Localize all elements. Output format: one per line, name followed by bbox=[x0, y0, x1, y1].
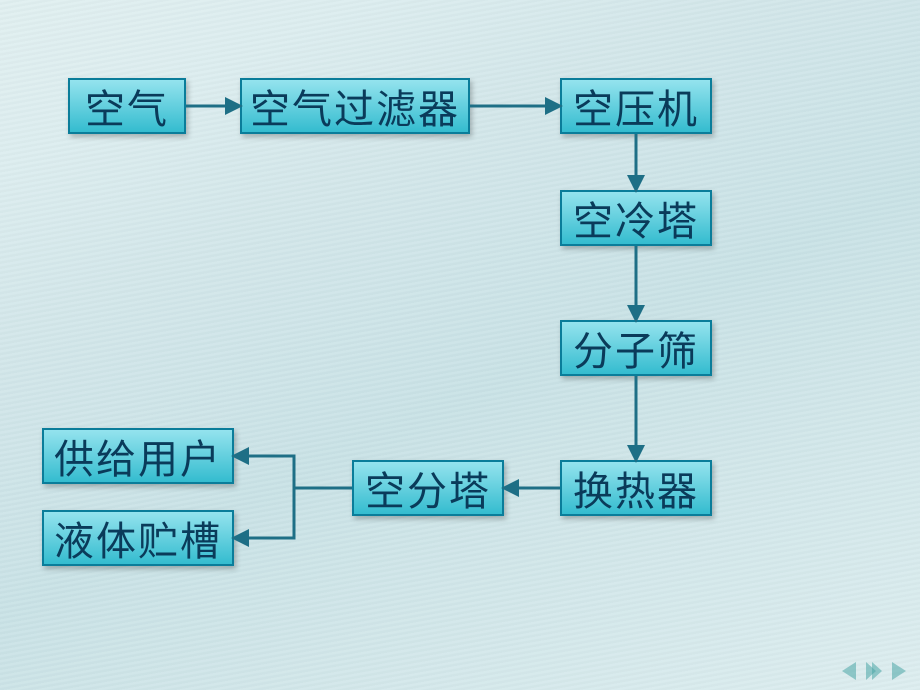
node-label: 空气过滤器 bbox=[250, 77, 460, 135]
node-label: 空冷塔 bbox=[573, 189, 699, 247]
node-filter: 空气过滤器 bbox=[240, 78, 470, 134]
nav-next2-icon[interactable] bbox=[866, 662, 882, 680]
node-label: 空压机 bbox=[573, 77, 699, 135]
node-label: 空气 bbox=[85, 77, 169, 135]
slide-nav bbox=[842, 662, 906, 680]
node-heat-exch: 换热器 bbox=[560, 460, 712, 516]
node-tank: 液体贮槽 bbox=[42, 510, 234, 566]
node-label: 液体贮槽 bbox=[54, 509, 222, 567]
nav-prev-icon[interactable] bbox=[842, 662, 856, 680]
nav-next-icon[interactable] bbox=[892, 662, 906, 680]
node-air: 空气 bbox=[68, 78, 186, 134]
node-mol-sieve: 分子筛 bbox=[560, 320, 712, 376]
node-label: 分子筛 bbox=[573, 319, 699, 377]
node-label: 供给用户 bbox=[54, 427, 222, 485]
node-label: 空分塔 bbox=[365, 459, 491, 517]
node-compressor: 空压机 bbox=[560, 78, 712, 134]
node-label: 换热器 bbox=[573, 459, 699, 517]
node-sep-tower: 空分塔 bbox=[352, 460, 504, 516]
node-user: 供给用户 bbox=[42, 428, 234, 484]
node-cool-tower: 空冷塔 bbox=[560, 190, 712, 246]
